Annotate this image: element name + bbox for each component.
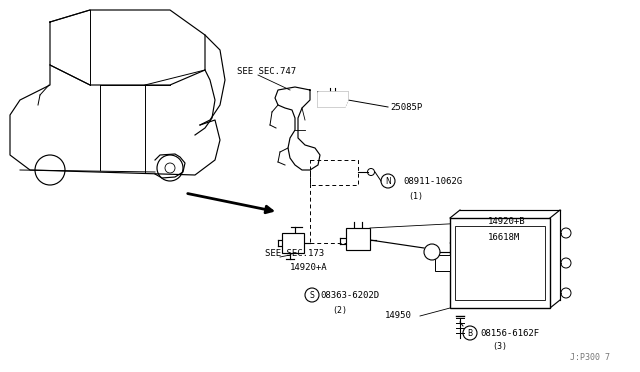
Bar [450,218,550,308]
Text: 16618M: 16618M [488,232,520,241]
Text: 14950: 14950 [385,311,412,321]
Bar [435,255,450,271]
Text: (3): (3) [492,343,507,352]
Bar [455,226,545,300]
Text: 14920+A: 14920+A [290,263,328,272]
Text: 14920+B: 14920+B [488,218,525,227]
Text: 25085P: 25085P [390,103,422,112]
Polygon shape [318,92,348,107]
Bar [282,233,304,253]
Text: N: N [385,176,391,186]
Text: SEE SEC.173: SEE SEC.173 [265,248,324,257]
Text: S: S [310,291,314,299]
Text: 08363-6202D: 08363-6202D [320,291,379,299]
Text: J:P300 7: J:P300 7 [570,353,610,362]
Bar [346,228,370,250]
Text: 08156-6162F: 08156-6162F [480,328,539,337]
Text: (1): (1) [408,192,423,201]
Circle shape [424,244,440,260]
Text: 08911-1062G: 08911-1062G [403,177,462,186]
Text: (2): (2) [332,305,347,314]
Text: B: B [467,328,472,337]
Text: SEE SEC.747: SEE SEC.747 [237,67,296,77]
